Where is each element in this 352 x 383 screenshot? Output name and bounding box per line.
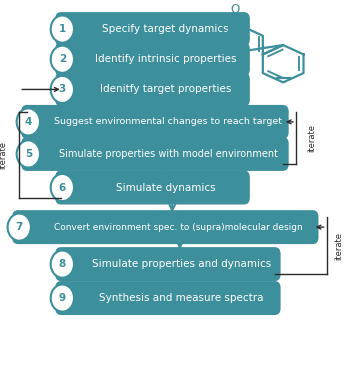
Text: Simulate properties with model environment: Simulate properties with model environme… (59, 149, 278, 159)
Text: iterate: iterate (334, 232, 344, 260)
Text: Simulate properties and dynamics: Simulate properties and dynamics (92, 259, 271, 269)
Circle shape (51, 76, 74, 103)
Text: Convert environment spec. to (supra)molecular design: Convert environment spec. to (supra)mole… (54, 223, 303, 232)
FancyBboxPatch shape (55, 281, 281, 315)
Text: 8: 8 (59, 259, 66, 269)
Circle shape (51, 174, 74, 201)
FancyBboxPatch shape (55, 12, 250, 46)
Text: Idenitfy target properties: Idenitfy target properties (100, 84, 232, 95)
FancyBboxPatch shape (55, 72, 250, 106)
Text: Simulate dynamics: Simulate dynamics (116, 183, 216, 193)
Text: Identify intrinsic properties: Identify intrinsic properties (95, 54, 237, 64)
Circle shape (8, 214, 31, 241)
Circle shape (51, 15, 74, 43)
Circle shape (51, 285, 74, 312)
Text: Suggest environmental changes to reach target: Suggest environmental changes to reach t… (54, 117, 282, 126)
Text: iterate: iterate (307, 124, 316, 152)
FancyBboxPatch shape (55, 42, 250, 76)
Text: 6: 6 (59, 183, 66, 193)
Text: 9: 9 (59, 293, 66, 303)
Text: Specify target dynamics: Specify target dynamics (102, 24, 229, 34)
Text: 4: 4 (25, 117, 32, 127)
FancyBboxPatch shape (55, 247, 281, 281)
Text: Synthesis and measure spectra: Synthesis and measure spectra (99, 293, 263, 303)
Circle shape (17, 140, 40, 167)
Text: 7: 7 (15, 222, 23, 232)
Text: iterate: iterate (0, 141, 7, 169)
Circle shape (51, 250, 74, 278)
Text: 3: 3 (59, 84, 66, 95)
FancyBboxPatch shape (21, 105, 289, 139)
FancyBboxPatch shape (12, 210, 319, 244)
Text: 5: 5 (25, 149, 32, 159)
Text: 2: 2 (59, 54, 66, 64)
Circle shape (51, 46, 74, 73)
FancyBboxPatch shape (21, 137, 289, 171)
Text: 1: 1 (59, 24, 66, 34)
FancyBboxPatch shape (55, 170, 250, 205)
Circle shape (17, 108, 40, 136)
